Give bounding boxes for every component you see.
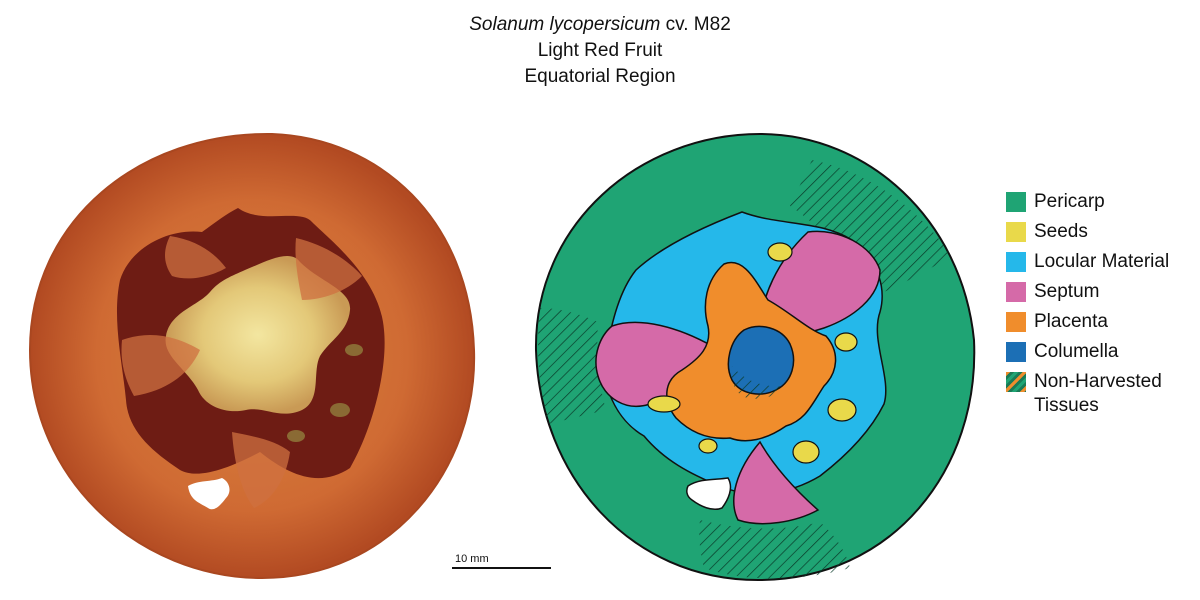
scale-bar	[452, 567, 551, 569]
legend-label-locular-material: Locular Material	[1034, 251, 1170, 272]
legend-label-non-harvested-line1: Non-Harvested	[1034, 371, 1162, 392]
legend-label-non-harvested: Non-Harvested Tissues	[1034, 370, 1162, 418]
species-name: Solanum lycopersicum	[469, 14, 661, 35]
photo-septum-left	[121, 335, 200, 396]
non-harvested-pericarp-top-right	[790, 160, 952, 296]
cultivar-name: cv. M82	[660, 14, 731, 35]
scale-bar-label: 10 mm	[455, 553, 489, 565]
legend-swatch-locular-material	[1006, 252, 1026, 272]
seed	[767, 242, 793, 262]
legend-swatch-seeds	[1006, 222, 1026, 242]
legend-swatch-columella	[1006, 342, 1026, 362]
septum-bottom	[733, 440, 820, 525]
legend-label-seeds: Seeds	[1034, 221, 1088, 242]
non-harvested-pericarp-bottom	[699, 520, 850, 579]
photo-seed	[345, 344, 363, 356]
non-harvested-pericarp-left	[538, 308, 606, 424]
legend-label-pericarp: Pericarp	[1034, 191, 1105, 212]
photo-seed	[330, 403, 350, 417]
void-hole	[686, 477, 732, 511]
non-harvested-columella	[731, 366, 784, 399]
title-line-species: Solanum lycopersicum cv. M82	[0, 12, 1200, 38]
photo-hole	[188, 478, 230, 510]
legend-label-placenta: Placenta	[1034, 311, 1108, 332]
figure-title: Solanum lycopersicum cv. M82 Light Red F…	[0, 12, 1200, 90]
seed	[647, 395, 681, 413]
legend-swatch-non-harvested	[1006, 372, 1026, 392]
photo-septum-top	[165, 236, 226, 279]
legend-swatch-septum	[1006, 282, 1026, 302]
photo-septum-bottom	[232, 432, 290, 508]
title-line-region: Equatorial Region	[524, 66, 676, 87]
seed	[827, 398, 857, 422]
photo-seed	[287, 430, 305, 442]
legend-swatch-placenta	[1006, 312, 1026, 332]
legend-label-columella: Columella	[1034, 341, 1119, 362]
seed	[698, 438, 718, 454]
legend-swatch-pericarp	[1006, 192, 1026, 212]
legend-label-non-harvested-line2: Tissues	[1034, 395, 1099, 416]
seed	[834, 332, 858, 352]
legend-label-septum: Septum	[1034, 281, 1100, 302]
photo-septum-right	[295, 238, 362, 300]
seed	[792, 440, 820, 464]
title-line-stage: Light Red Fruit	[537, 40, 663, 61]
